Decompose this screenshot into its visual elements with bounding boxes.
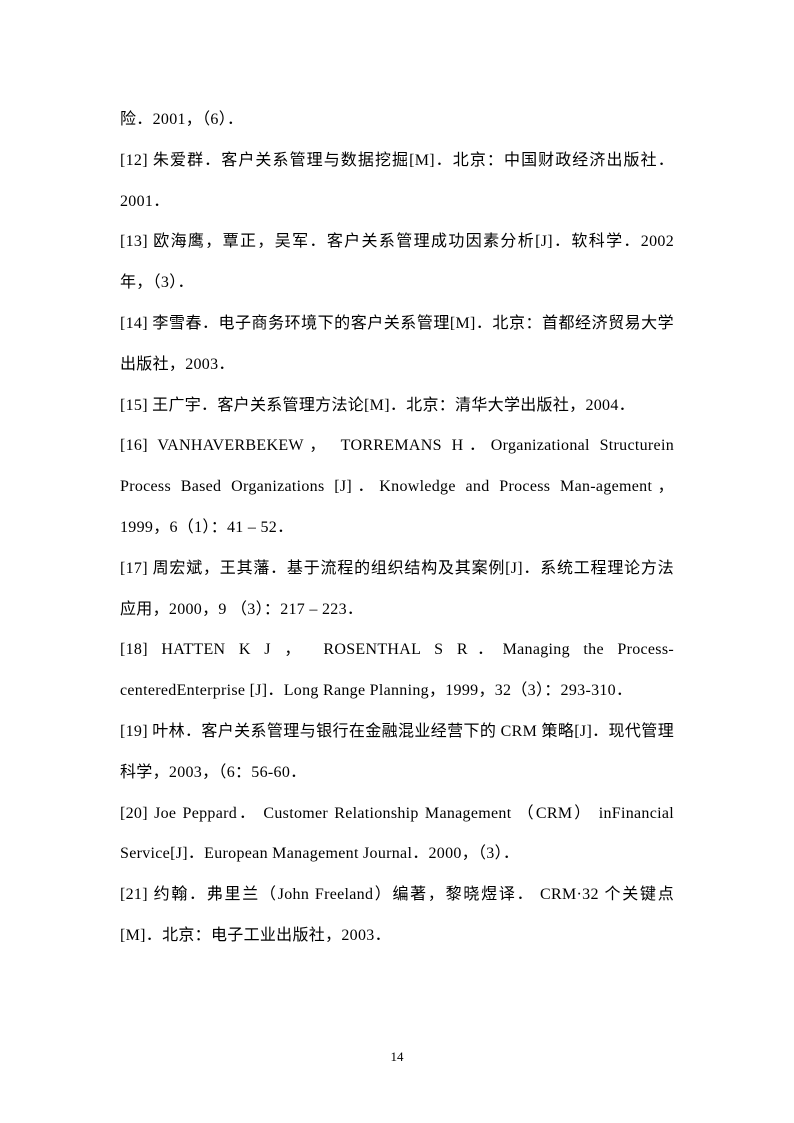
reference-20: [20] Joe Peppard． Customer Relationship … [120, 794, 674, 876]
reference-12: [12] 朱爱群．客户关系管理与数据挖掘[M]．北京：中国财政经济出版社．200… [120, 141, 674, 223]
reference-14: [14] 李雪春．电子商务环境下的客户关系管理[M]．北京：首都经济贸易大学出版… [120, 304, 674, 386]
reference-16: [16] VANHAVERBEKEW， TORREMANS H．Organiza… [120, 426, 674, 548]
reference-13: [13] 欧海鹰，覃正，吴军．客户关系管理成功因素分析[J]．软科学．2002 … [120, 222, 674, 304]
reference-line-continuation: 险．2001，（6）． [120, 100, 674, 141]
reference-19: [19] 叶林．客户关系管理与银行在金融混业经营下的 CRM 策略[J]．现代管… [120, 712, 674, 794]
reference-18: [18] HATTEN K J ， ROSENTHAL S R．Managing… [120, 630, 674, 712]
reference-17: [17] 周宏斌，王其藩．基于流程的组织结构及其案例[J]．系统工程理论方法应用… [120, 549, 674, 631]
page: 险．2001，（6）． [12] 朱爱群．客户关系管理与数据挖掘[M]．北京：中… [0, 0, 794, 1123]
page-number: 14 [0, 1049, 794, 1065]
reference-15: [15] 王广宇．客户关系管理方法论[M]．北京：清华大学出版社，2004． [120, 386, 674, 427]
reference-21: [21] 约翰．弗里兰（John Freeland）编著，黎晓煜译． CRM·3… [120, 875, 674, 957]
